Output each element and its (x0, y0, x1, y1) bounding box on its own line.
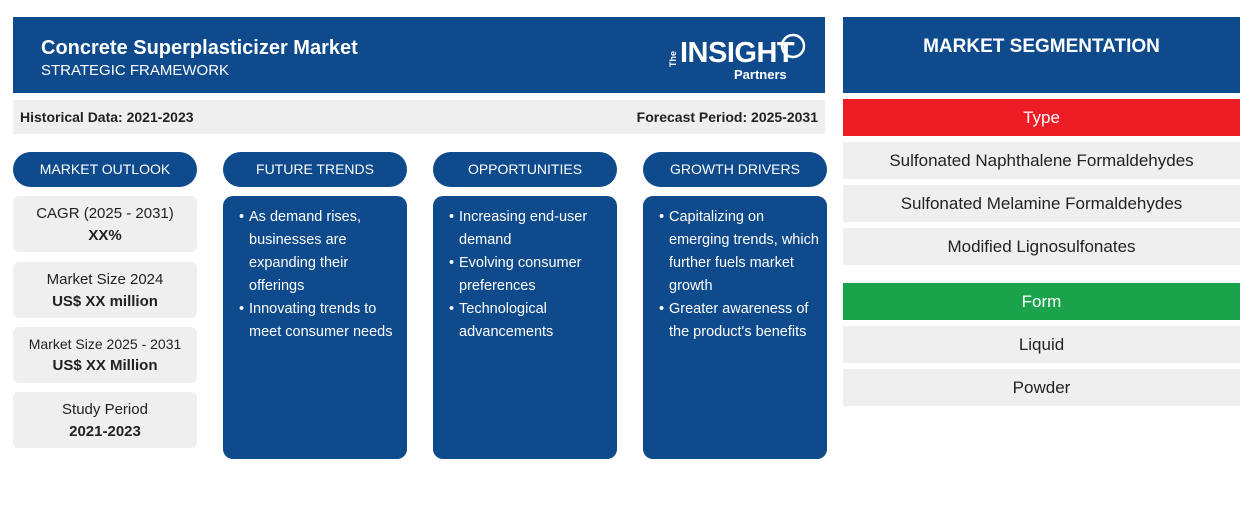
outlook-value: US$ XX million (52, 293, 158, 310)
list-item: Increasing end-user demand (449, 206, 609, 252)
outlook-value: XX% (88, 227, 122, 244)
outlook-label: CAGR (2025 - 2031) (36, 205, 174, 222)
segment-item: Liquid (843, 326, 1240, 363)
segment-item: Sulfonated Melamine Formaldehydes (843, 185, 1240, 222)
outlook-card-market-size-2024: Market Size 2024 US$ XX million (13, 262, 197, 318)
outlook-value: 2021-2023 (69, 423, 141, 440)
growth-drivers-card: Capitalizing on emerging trends, which f… (643, 196, 827, 459)
outlook-card-study-period: Study Period 2021-2023 (13, 392, 197, 448)
market-segmentation-header: MARKET SEGMENTATION (843, 17, 1240, 93)
report-subtitle: STRATEGIC FRAMEWORK (41, 62, 230, 79)
segment-category-form: Form (843, 283, 1240, 320)
growth-drivers-header: GROWTH DRIVERS (643, 152, 827, 187)
header-banner: Concrete Superplasticizer Market STRATEG… (13, 17, 825, 93)
market-outlook-header: MARKET OUTLOOK (13, 152, 197, 187)
outlook-label: Market Size 2024 (46, 271, 164, 288)
list-item: Greater awareness of the product's benef… (659, 298, 819, 344)
outlook-label: Study Period (62, 401, 148, 418)
outlook-card-cagr: CAGR (2025 - 2031) XX% (13, 196, 197, 252)
logo-the: The (668, 50, 678, 67)
list-item: Evolving consumer preferences (449, 252, 609, 298)
outlook-value: US$ XX Million (52, 357, 158, 374)
list-item: Capitalizing on emerging trends, which f… (659, 206, 819, 298)
historical-data: Historical Data: 2021-2023 (20, 109, 194, 125)
opportunities-header: OPPORTUNITIES (433, 152, 617, 187)
forecast-period: Forecast Period: 2025-2031 (636, 109, 818, 125)
segment-item: Sulfonated Naphthalene Formaldehydes (843, 142, 1240, 179)
logo-circle-icon (780, 33, 806, 59)
segment-item: Powder (843, 369, 1240, 406)
future-trends-card: As demand rises, businesses are expandin… (223, 196, 407, 459)
outlook-card-market-size-forecast: Market Size 2025 - 2031 US$ XX Million (13, 327, 197, 383)
list-item: Technological advancements (449, 298, 609, 344)
segment-category-type: Type (843, 99, 1240, 136)
period-bar: Historical Data: 2021-2023 Forecast Peri… (13, 100, 825, 134)
opportunities-card: Increasing end-user demand Evolving cons… (433, 196, 617, 459)
insight-partners-logo: The INSIGHT Partners (668, 31, 808, 85)
report-title: Concrete Superplasticizer Market (41, 37, 358, 59)
list-item: Innovating trends to meet consumer needs (239, 298, 399, 344)
future-trends-header: FUTURE TRENDS (223, 152, 407, 187)
outlook-label: Market Size 2025 - 2031 (28, 336, 182, 352)
logo-word: INSIGHT (680, 37, 795, 69)
logo-partners: Partners (734, 67, 787, 82)
segment-item: Modified Lignosulfonates (843, 228, 1240, 265)
list-item: As demand rises, businesses are expandin… (239, 206, 399, 298)
